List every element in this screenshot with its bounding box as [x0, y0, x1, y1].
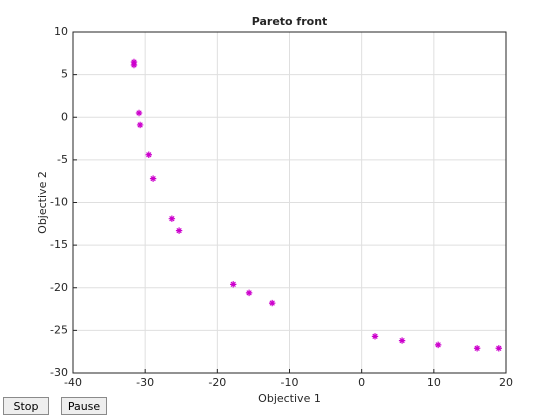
pause-button[interactable]: Pause [61, 397, 107, 415]
point [130, 61, 138, 69]
x-tick-label: 10 [427, 376, 441, 389]
point [268, 299, 276, 307]
point [136, 121, 144, 129]
y-tick-label: 0 [61, 110, 68, 123]
point [230, 281, 237, 288]
y-tick-label: -10 [50, 196, 68, 209]
point [371, 333, 379, 340]
x-axis-label: Objective 1 [258, 392, 321, 405]
x-tick-label: -20 [208, 376, 226, 389]
stop-button[interactable]: Stop [3, 397, 49, 415]
point [145, 151, 152, 158]
x-tick-label: -30 [136, 376, 154, 389]
point [473, 345, 481, 352]
x-tick-label: 0 [358, 376, 365, 389]
y-tick-label: -30 [50, 366, 68, 379]
axes-box [72, 31, 507, 374]
y-tick-label: -15 [50, 238, 68, 251]
y-tick-label: 10 [54, 25, 68, 38]
point [149, 175, 157, 182]
y-tick-label: -25 [50, 323, 68, 336]
point [398, 337, 406, 344]
x-tick-label: -40 [64, 376, 82, 389]
point [495, 345, 502, 352]
point [245, 289, 253, 297]
point [135, 109, 143, 117]
x-tick-label: -10 [281, 376, 299, 389]
point [168, 215, 176, 222]
point [434, 341, 442, 349]
chart-title: Pareto front [252, 15, 328, 28]
y-tick-label: 5 [61, 68, 68, 81]
y-tick-label: -5 [57, 153, 68, 166]
point [175, 227, 183, 234]
x-tick-label: 20 [499, 376, 513, 389]
y-axis-label: Objective 2 [36, 171, 49, 234]
y-tick-label: -20 [50, 281, 68, 294]
